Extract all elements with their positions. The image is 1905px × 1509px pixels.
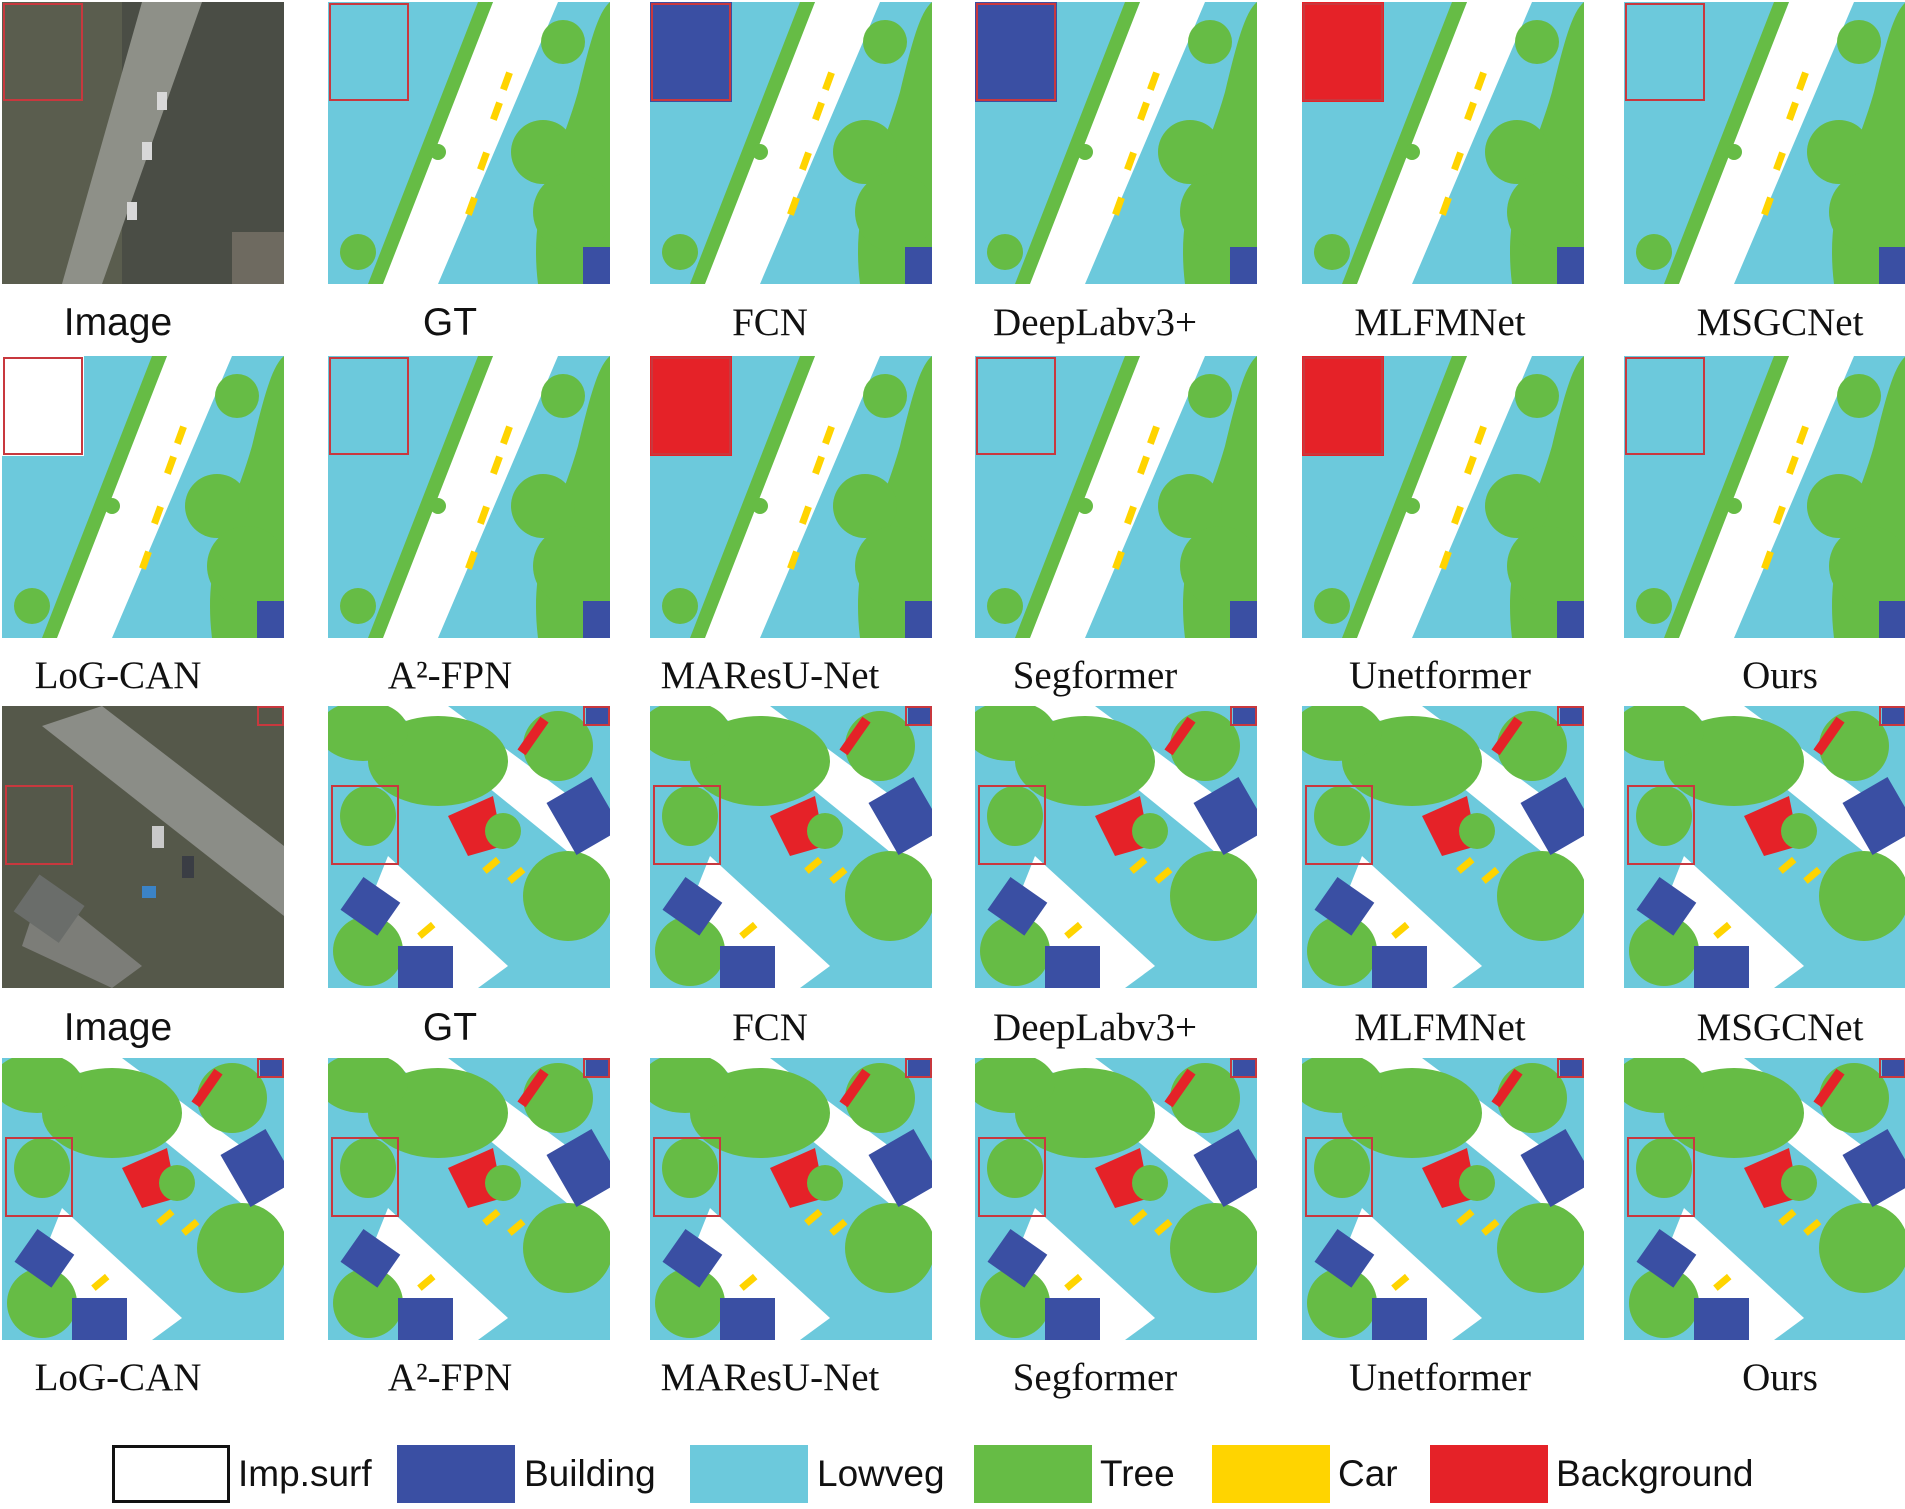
- segmentation-map-row2-6: [1624, 356, 1905, 638]
- caption-row1-4: DeepLabv3+: [993, 301, 1197, 344]
- legend-label-lowveg: Lowveg: [817, 1453, 945, 1494]
- legend-swatch-car: [1212, 1445, 1330, 1503]
- caption-row4-3: MAResU-Net: [660, 1356, 880, 1399]
- segmentation-map-row3-3: [650, 706, 932, 988]
- caption-row4-2: A²-FPN: [387, 1356, 513, 1399]
- segmentation-map-row2-5: [1302, 356, 1584, 638]
- segmentation-map-row4-5: [1302, 1058, 1584, 1340]
- segmentation-map-row4-6: [1624, 1058, 1905, 1340]
- legend-label-imp-surf: Imp.surf: [238, 1453, 372, 1494]
- segmentation-map-row4-1: [2, 1058, 284, 1340]
- caption-row2-2: A²-FPN: [387, 654, 513, 697]
- caption-row2-5: Unetformer: [1349, 654, 1531, 697]
- caption-row1-1: Image: [63, 301, 173, 344]
- caption-row3-5: MLFMNet: [1354, 1006, 1526, 1049]
- caption-row3-2: GT: [422, 1006, 478, 1049]
- segmentation-map-row3-5: [1302, 706, 1584, 988]
- segmentation-map-row2-4: [975, 356, 1257, 638]
- legend-label-car: Car: [1338, 1453, 1398, 1494]
- segmentation-map-row2-3: [650, 356, 932, 638]
- segmentation-map-row2-2: [328, 356, 610, 638]
- legend-swatch-lowveg: [690, 1445, 808, 1503]
- legend-label-building: Building: [524, 1453, 656, 1494]
- segmentation-map-row4-3: [650, 1058, 932, 1340]
- legend-swatch-background: [1430, 1445, 1548, 1503]
- segmentation-map-row1-2: [328, 2, 610, 284]
- class-legend: Imp.surf Building Lowveg Tree Car Backgr…: [112, 1445, 1812, 1505]
- caption-row4-4: Segformer: [1012, 1356, 1178, 1399]
- segmentation-map-row1-5: [1302, 2, 1584, 284]
- caption-row1-5: MLFMNet: [1354, 301, 1526, 344]
- legend-swatch-tree: [974, 1445, 1092, 1503]
- caption-row1-6: MSGCNet: [1696, 301, 1864, 344]
- aerial-image-row1-1: [2, 2, 284, 284]
- legend-label-background: Background: [1556, 1453, 1754, 1494]
- caption-row4-6: Ours: [1742, 1356, 1818, 1399]
- segmentation-map-row3-2: [328, 706, 610, 988]
- segmentation-map-row1-6: [1624, 2, 1905, 284]
- segmentation-map-row4-2: [328, 1058, 610, 1340]
- caption-row2-4: Segformer: [1012, 654, 1178, 697]
- caption-row2-6: Ours: [1742, 654, 1818, 697]
- caption-row4-1: LoG-CAN: [34, 1356, 202, 1399]
- legend-swatch-building: [397, 1445, 515, 1503]
- caption-row2-3: MAResU-Net: [660, 654, 880, 697]
- segmentation-map-row2-1: [2, 356, 284, 638]
- segmentation-map-row3-6: [1624, 706, 1905, 988]
- segmentation-map-row3-4: [975, 706, 1257, 988]
- caption-row3-4: DeepLabv3+: [993, 1006, 1197, 1049]
- aerial-image-row3-1: [2, 706, 284, 988]
- caption-row1-2: GT: [422, 301, 478, 344]
- segmentation-map-row4-4: [975, 1058, 1257, 1340]
- caption-row4-5: Unetformer: [1349, 1356, 1531, 1399]
- caption-row3-1: Image: [63, 1006, 173, 1049]
- legend-swatch-imp-surf: [112, 1445, 230, 1503]
- segmentation-map-row1-4: [975, 2, 1257, 284]
- caption-row1-3: FCN: [732, 301, 808, 344]
- legend-label-tree: Tree: [1100, 1453, 1175, 1494]
- segmentation-map-row1-3: [650, 2, 932, 284]
- caption-row3-6: MSGCNet: [1696, 1006, 1864, 1049]
- caption-row2-1: LoG-CAN: [34, 654, 202, 697]
- caption-row3-3: FCN: [732, 1006, 808, 1049]
